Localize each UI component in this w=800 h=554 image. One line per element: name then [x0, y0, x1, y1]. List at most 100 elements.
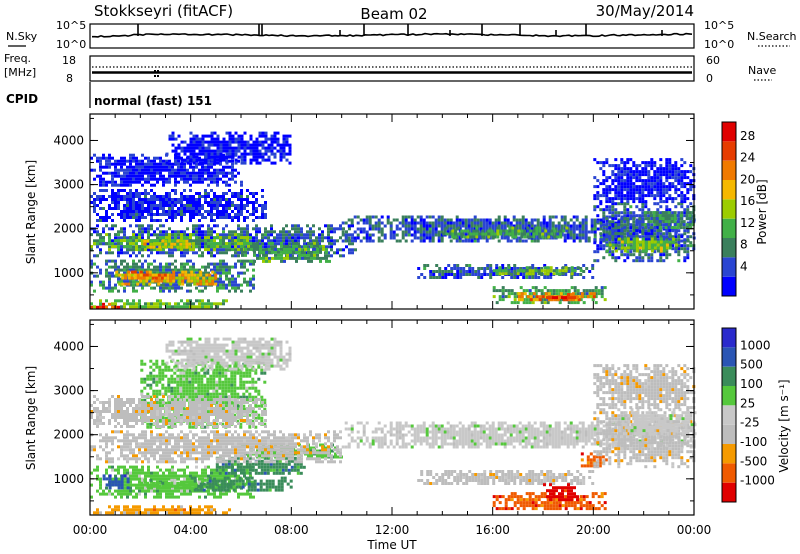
heatmap-cell [261, 242, 264, 246]
heatmap-cell [475, 229, 479, 233]
heatmap-cell [605, 188, 609, 192]
heatmap-cell [174, 305, 177, 309]
heatmap-cell [120, 156, 123, 160]
heatmap-cell [111, 162, 114, 166]
heatmap-cell [569, 224, 573, 228]
heatmap-cell [380, 239, 384, 243]
heatmap-cell [330, 242, 333, 246]
heatmap-cell [160, 273, 164, 277]
heatmap-cell [174, 171, 177, 175]
heatmap-cell [240, 189, 243, 192]
heatmap-cell [458, 221, 462, 225]
heatmap-cell [542, 215, 546, 219]
heatmap-cell [347, 236, 351, 240]
heatmap-cell [189, 165, 192, 169]
heatmap-cell [341, 233, 345, 237]
heatmap-cell [689, 185, 693, 189]
heatmap-cell [146, 239, 150, 243]
heatmap-cell [144, 189, 147, 192]
heatmap-cell [156, 213, 159, 216]
heatmap-cell [228, 143, 232, 147]
heatmap-cell [267, 245, 270, 249]
heatmap-cell [270, 137, 274, 141]
heatmap-cell [129, 162, 132, 166]
heatmap-cell [192, 265, 195, 269]
heatmap-cell [594, 289, 598, 293]
heatmap-cell [611, 235, 615, 239]
heatmap-cell [668, 188, 672, 192]
heatmap-cell [192, 204, 195, 207]
heatmap-cell [638, 223, 642, 227]
heatmap-cell [189, 177, 192, 181]
heatmap-cell [253, 259, 256, 263]
heatmap-cell [491, 236, 495, 240]
heatmap-cell [279, 158, 283, 162]
heatmap-cell [225, 204, 228, 207]
heatmap-cell [111, 242, 114, 246]
heatmap-cell [623, 167, 627, 171]
heatmap-cell [243, 259, 246, 263]
heatmap-cell [180, 239, 183, 243]
heatmap-cell [261, 233, 264, 237]
heatmap-cell [291, 239, 294, 243]
heatmap-cell [264, 140, 268, 144]
heatmap-cell [180, 210, 183, 213]
heatmap-cell [180, 140, 184, 144]
heatmap-cell [505, 232, 509, 236]
noise-tick-high-right: 10^5 [704, 19, 734, 32]
heatmap-cell [96, 219, 99, 222]
heatmap-cell [249, 242, 252, 246]
heatmap-cell [96, 274, 99, 278]
heatmap-cell [168, 262, 171, 266]
heatmap-cell [162, 268, 165, 272]
heatmap-cell [117, 280, 120, 284]
heatmap-cell [509, 221, 513, 225]
heatmap-cell [207, 239, 210, 243]
heatmap-cell [96, 159, 99, 163]
heatmap-cell [115, 270, 119, 274]
heatmap-cell [452, 221, 456, 225]
heatmap-cell [252, 213, 255, 216]
heatmap-cell [404, 215, 408, 219]
heatmap-cell [144, 268, 147, 272]
heatmap-cell [132, 286, 135, 290]
heatmap-cell [638, 191, 642, 195]
heatmap-cell [258, 143, 262, 147]
heatmap-cell [440, 215, 444, 219]
heatmap-cell [516, 301, 520, 305]
heatmap-cell [162, 286, 165, 290]
heatmap-cell [127, 282, 131, 286]
heatmap-cell [620, 215, 624, 219]
heatmap-cell [285, 134, 289, 138]
heatmap-cell [563, 227, 567, 231]
heatmap-cell [677, 259, 681, 263]
heatmap-cell [365, 230, 369, 234]
heatmap-cell [147, 268, 150, 272]
heatmap-cell [153, 159, 156, 163]
heatmap-cell [513, 272, 517, 276]
heatmap-cell [126, 239, 129, 243]
heatmap-cell [171, 189, 174, 192]
heatmap-cell [555, 292, 559, 296]
heatmap-cell [264, 230, 267, 234]
heatmap-cell [504, 267, 508, 270]
heatmap-cell [380, 215, 384, 219]
heatmap-cell [268, 256, 271, 260]
heatmap-cell [190, 270, 194, 274]
heatmap-cell [216, 152, 220, 156]
heatmap-cell [210, 216, 213, 219]
nave-tick-high: 60 [706, 54, 720, 67]
heatmap-cell [141, 239, 144, 243]
heatmap-cell [593, 208, 597, 212]
heatmap-cell [641, 217, 645, 221]
heatmap-cell [635, 179, 639, 183]
heatmap-cell [614, 167, 618, 171]
heatmap-cell [96, 233, 99, 237]
heatmap-cell [468, 273, 472, 276]
heatmap-cell [129, 198, 132, 201]
heatmap-cell [243, 198, 246, 201]
heatmap-cell [204, 171, 207, 175]
heatmap-cell [231, 165, 234, 169]
heatmap-cell [132, 265, 135, 269]
heatmap-cell [553, 298, 557, 302]
